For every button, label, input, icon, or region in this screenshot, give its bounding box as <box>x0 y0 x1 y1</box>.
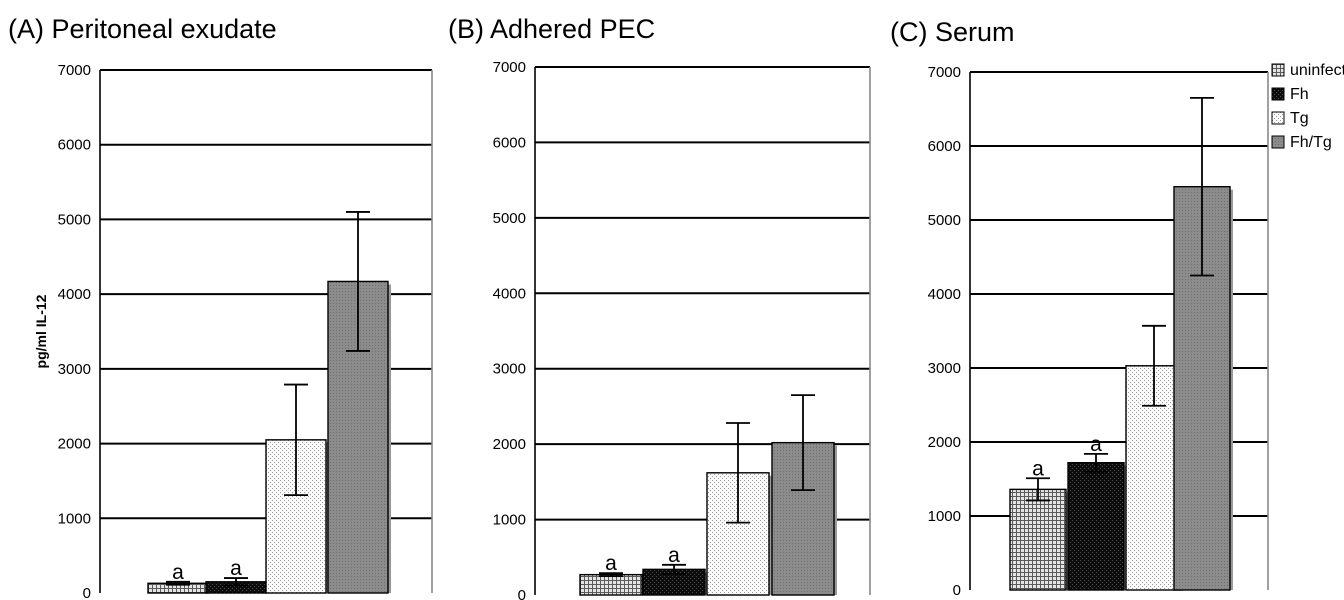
y-tick-label: 2000 <box>58 436 91 453</box>
panel-title: (C) Serum <box>890 17 1015 47</box>
bar-uninfected <box>579 573 643 596</box>
legend-swatch-fh <box>1271 87 1285 101</box>
y-tick-label: 5000 <box>928 212 961 229</box>
legend-entry: Fh <box>1290 86 1309 103</box>
y-tick-label: 7000 <box>58 62 91 79</box>
y-tick-label: 4000 <box>928 286 961 303</box>
legend: uninfected Fh Tg Fh/Tg <box>1271 62 1344 151</box>
y-tick-label: 2000 <box>928 434 961 451</box>
y-tick-label: 5000 <box>493 210 526 227</box>
y-tick-label: 1000 <box>928 508 961 525</box>
y-tick-label: 5000 <box>58 211 91 228</box>
y-tick-label: 1000 <box>58 510 91 527</box>
significance-label: a <box>1032 457 1044 480</box>
y-tick-label: 3000 <box>58 361 91 378</box>
bar-uninfected <box>1009 488 1067 591</box>
panel-peritoneal-exudate: (A) Peritoneal exudate 0 1000 2000 3000 4000 5… <box>8 14 433 600</box>
y-tick-label: 2000 <box>493 436 526 453</box>
y-tick-label: 3000 <box>928 360 961 377</box>
significance-label: a <box>230 557 242 580</box>
panel-adhered-pec: (B) Adhered PEC 0 1000 2000 3000 4000 5000 6000… <box>448 14 871 600</box>
y-tick-label: 0 <box>953 582 961 599</box>
legend-swatch-fh-tg <box>1271 135 1285 149</box>
significance-label: a <box>1090 433 1102 456</box>
significance-label: a <box>172 561 184 584</box>
panel-serum: (C) Serum 0 1000 2000 3000 4000 5000 6000 7000 a a <box>890 17 1269 599</box>
y-tick-label: 6000 <box>58 137 91 154</box>
y-tick-label: 7000 <box>493 59 526 76</box>
legend-swatch-tg <box>1271 111 1285 125</box>
y-tick-label: 7000 <box>928 64 961 81</box>
panel-title: (A) Peritoneal exudate <box>8 14 277 44</box>
y-tick-label: 0 <box>83 585 91 600</box>
y-tick-label: 4000 <box>58 286 91 303</box>
y-tick-label: 6000 <box>493 134 526 151</box>
panel-title: (B) Adhered PEC <box>448 14 655 44</box>
significance-label: a <box>605 552 617 575</box>
y-tick-label: 6000 <box>928 138 961 155</box>
legend-entry: uninfected <box>1290 62 1344 79</box>
y-tick-label: 1000 <box>493 512 526 529</box>
y-tick-label: 0 <box>518 587 526 600</box>
legend-swatch-uninfected <box>1271 63 1285 77</box>
y-tick-label: 3000 <box>493 361 526 378</box>
y-axis-label: pg/ml IL-12 <box>33 294 49 368</box>
legend-entry: Tg <box>1290 110 1309 127</box>
legend-entry: Fh/Tg <box>1290 134 1332 151</box>
significance-label: a <box>668 544 680 567</box>
bar-fh <box>1067 462 1125 591</box>
y-tick-label: 4000 <box>493 285 526 302</box>
